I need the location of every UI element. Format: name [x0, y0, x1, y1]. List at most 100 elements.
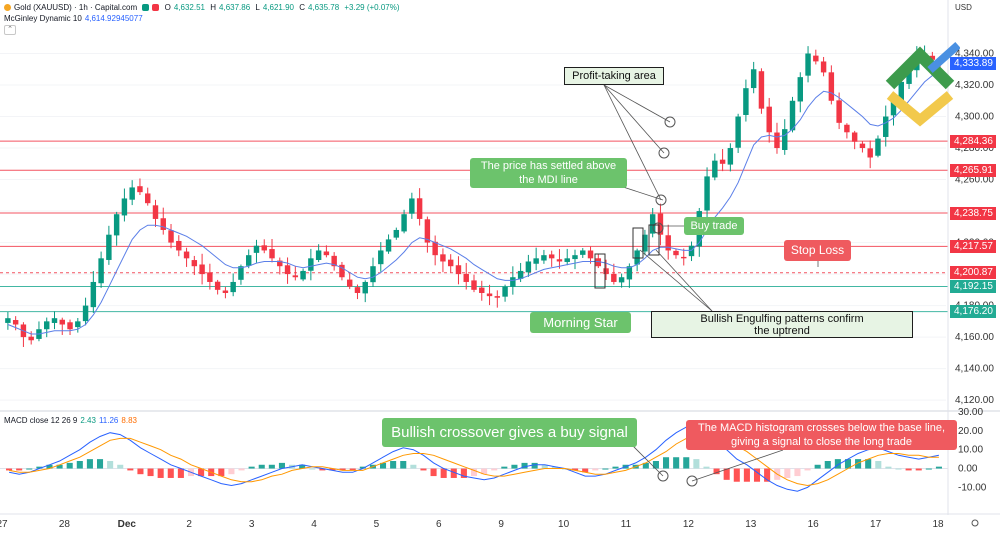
macd-histogram-bar — [157, 468, 164, 478]
candle-body — [416, 198, 423, 219]
time-axis: 27 28 Dec 2 3 4 5 6 9 10 11 12 13 16 17 18 — [0, 513, 1000, 530]
candle-body — [642, 234, 648, 252]
candle-body — [502, 286, 508, 297]
macd-histogram-bar — [663, 457, 670, 469]
candle-body — [517, 270, 524, 279]
candle — [401, 209, 407, 234]
candle — [230, 273, 236, 297]
candle — [820, 56, 827, 77]
collapse-legend-button[interactable]: ⌃ — [4, 25, 16, 35]
candle-body — [339, 264, 345, 278]
candle-body — [300, 270, 306, 280]
x-tick-label: 4 — [311, 519, 317, 530]
candle-body — [145, 193, 151, 204]
macd-histogram-bar — [561, 468, 568, 470]
candle-body — [813, 55, 819, 62]
candle-body — [269, 249, 275, 259]
indicator-legend[interactable]: McGinley Dynamic 10 4,614.92945077 — [4, 14, 146, 23]
macd-histogram-bar — [299, 464, 306, 469]
candle — [36, 321, 42, 342]
macd-histogram-bar — [339, 468, 346, 471]
candle — [191, 255, 198, 276]
macd-histogram-bar — [359, 466, 366, 469]
macd-histogram-bar — [147, 468, 154, 477]
high-label: H — [210, 3, 217, 12]
candle-body — [719, 159, 726, 164]
price-level-label: 4,192.15 — [950, 279, 996, 293]
candle — [370, 257, 376, 287]
macd-histogram-bar — [228, 468, 235, 475]
annotation-pointer — [603, 84, 671, 123]
symbol-title[interactable]: Gold (XAUUSD) · 1h · Capital.com — [14, 3, 138, 12]
candle-body — [533, 258, 539, 264]
x-tick-label: 13 — [745, 519, 757, 530]
macd-histogram-bar — [96, 459, 104, 469]
candle-body — [59, 319, 65, 325]
candle-body — [292, 275, 299, 278]
candle-body — [176, 240, 182, 251]
highlight-circle — [686, 475, 698, 487]
y-tick-label: 4,280.00 — [955, 143, 994, 154]
candle-body — [230, 281, 236, 293]
macd-value-3: 8.83 — [121, 416, 137, 425]
candle-body — [455, 265, 462, 275]
candle-body — [479, 287, 485, 293]
candle-body — [261, 245, 267, 251]
close-value: 4,635.78 — [308, 3, 340, 12]
candle-body — [883, 116, 889, 137]
candle-body — [603, 268, 609, 275]
candle — [719, 148, 726, 172]
candle-body — [137, 186, 143, 193]
candle — [463, 262, 469, 290]
candle-body — [929, 55, 936, 60]
candle-body — [75, 321, 81, 328]
macd-legend[interactable]: MACD close 12 26 9 2.43 11.26 8.83 — [4, 416, 140, 425]
macd-histogram-bar — [440, 468, 447, 478]
candle-body — [315, 250, 322, 261]
candle — [525, 254, 532, 277]
candle — [432, 235, 438, 266]
macd-histogram-bar — [794, 468, 801, 477]
macd-histogram-bar — [390, 461, 397, 469]
candle — [572, 249, 578, 270]
candle — [362, 280, 368, 303]
candle — [90, 271, 97, 313]
candle — [424, 216, 431, 253]
candle — [797, 72, 803, 113]
candle-body — [113, 214, 120, 236]
macd-y-tick-label: -10.00 — [958, 482, 987, 493]
candle — [160, 207, 166, 235]
macd-histogram-bar — [420, 468, 427, 471]
macd-histogram-bar — [733, 468, 740, 482]
x-tick-label: 6 — [436, 519, 442, 530]
macd-histogram-bar — [551, 466, 558, 469]
bullish-crossover-label: Bullish crossover gives a buy signal — [382, 418, 637, 447]
macd-histogram-bar — [885, 466, 892, 469]
candle — [113, 211, 120, 246]
candle-body — [797, 77, 803, 102]
low-value: 4,621.90 — [262, 3, 294, 12]
open-label: O — [164, 3, 171, 12]
candle — [455, 256, 462, 285]
market-icon — [152, 4, 160, 11]
macd-histogram-bar — [865, 459, 872, 469]
candle-body — [649, 214, 656, 234]
candle — [618, 273, 625, 288]
candle — [494, 290, 501, 308]
candle-body — [183, 251, 190, 259]
candle-body — [580, 250, 586, 255]
macd-histogram-bar — [66, 462, 73, 469]
macd-histogram-bar — [26, 468, 33, 470]
candle — [207, 263, 213, 290]
macd-histogram-bar — [258, 464, 265, 469]
macd-histogram-bar — [238, 468, 245, 471]
x-tick-label: 11 — [621, 519, 632, 530]
price-level-label: 4,217.57 — [950, 239, 996, 253]
macd-histogram-bar — [743, 468, 750, 482]
macd-y-tick-label: 20.00 — [958, 426, 983, 437]
candle-body — [859, 143, 866, 149]
buy-trade-label: Buy trade — [684, 217, 744, 235]
currency-label[interactable]: USD — [955, 3, 972, 12]
candle — [145, 187, 151, 206]
